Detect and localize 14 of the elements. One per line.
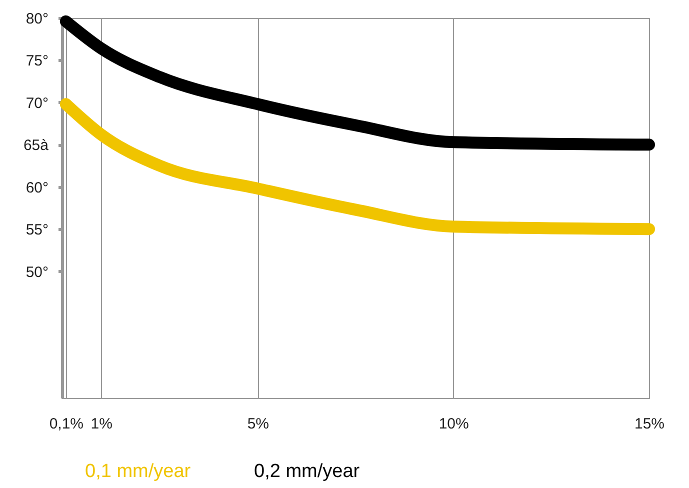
x-tick-label: 10% — [438, 416, 469, 432]
y-tick-label: 70° — [26, 94, 48, 112]
y-tick-label: 65à — [23, 137, 50, 154]
x-tick-label: 1% — [90, 416, 112, 432]
y-tick-label: 80° — [26, 10, 48, 28]
y-tick-label: 60° — [26, 179, 48, 196]
x-tick-label: 0,1% — [49, 416, 84, 432]
x-tick-label: 5% — [247, 416, 270, 432]
text: 0,1 mm/year — [85, 460, 192, 482]
y-tick-label: 50° — [26, 264, 48, 281]
y-tick-label: 75° — [26, 52, 48, 70]
text: 0,2 mm/year — [254, 460, 360, 482]
x-tick-label: 15% — [634, 416, 665, 432]
y-tick-label: 55° — [26, 222, 48, 239]
